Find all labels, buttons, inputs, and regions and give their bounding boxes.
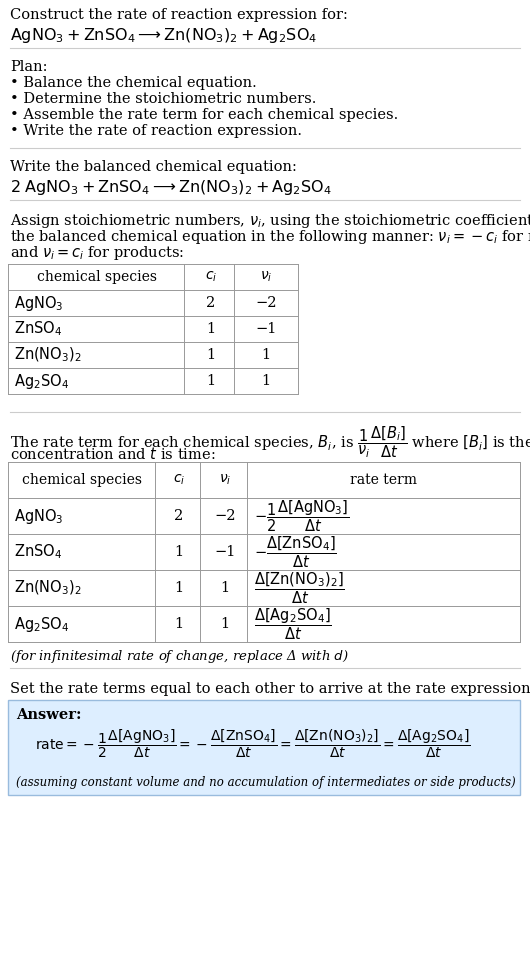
- Text: $\mathrm{Ag_2SO_4}$: $\mathrm{Ag_2SO_4}$: [14, 614, 69, 633]
- Text: Set the rate terms equal to each other to arrive at the rate expression:: Set the rate terms equal to each other t…: [10, 682, 530, 696]
- Text: $\mathrm{2\;AgNO_3 + ZnSO_4 \longrightarrow Zn(NO_3)_2 + Ag_2SO_4}$: $\mathrm{2\;AgNO_3 + ZnSO_4 \longrightar…: [10, 178, 332, 197]
- Text: 1: 1: [174, 545, 183, 559]
- Text: Plan:: Plan:: [10, 60, 48, 74]
- Text: The rate term for each chemical species, $B_i$, is $\dfrac{1}{\nu_i}\dfrac{\Delt: The rate term for each chemical species,…: [10, 424, 530, 460]
- Text: 1: 1: [174, 581, 183, 595]
- Text: • Assemble the rate term for each chemical species.: • Assemble the rate term for each chemic…: [10, 108, 398, 122]
- Text: Assign stoichiometric numbers, $\nu_i$, using the stoichiometric coefficients, $: Assign stoichiometric numbers, $\nu_i$, …: [10, 212, 530, 230]
- Text: Write the balanced chemical equation:: Write the balanced chemical equation:: [10, 160, 297, 174]
- Text: 1: 1: [207, 322, 216, 336]
- Text: $\dfrac{\Delta[\mathrm{Zn(NO_3)_2}]}{\Delta t}$: $\dfrac{\Delta[\mathrm{Zn(NO_3)_2}]}{\De…: [254, 570, 345, 606]
- Text: $\mathrm{AgNO_3 + ZnSO_4 \longrightarrow Zn(NO_3)_2 + Ag_2SO_4}$: $\mathrm{AgNO_3 + ZnSO_4 \longrightarrow…: [10, 26, 317, 45]
- Text: $\mathrm{Ag_2SO_4}$: $\mathrm{Ag_2SO_4}$: [14, 371, 69, 390]
- Text: 1: 1: [174, 617, 183, 631]
- Text: rate term: rate term: [350, 473, 417, 487]
- Text: $\mathrm{ZnSO_4}$: $\mathrm{ZnSO_4}$: [14, 543, 62, 562]
- Text: $\dfrac{\Delta[\mathrm{Ag_2SO_4}]}{\Delta t}$: $\dfrac{\Delta[\mathrm{Ag_2SO_4}]}{\Delt…: [254, 607, 332, 642]
- Text: −2: −2: [214, 509, 236, 523]
- Text: • Determine the stoichiometric numbers.: • Determine the stoichiometric numbers.: [10, 92, 316, 106]
- Text: 1: 1: [207, 348, 216, 362]
- Text: the balanced chemical equation in the following manner: $\nu_i = -c_i$ for react: the balanced chemical equation in the fo…: [10, 228, 530, 246]
- Text: Construct the rate of reaction expression for:: Construct the rate of reaction expressio…: [10, 8, 348, 22]
- Text: 1: 1: [220, 581, 229, 595]
- Text: $c_i$: $c_i$: [173, 472, 185, 487]
- Text: $c_i$: $c_i$: [205, 270, 217, 284]
- Text: chemical species: chemical species: [22, 473, 143, 487]
- Text: $\nu_i$: $\nu_i$: [219, 472, 231, 487]
- Text: 1: 1: [207, 374, 216, 388]
- Text: 2: 2: [206, 296, 216, 310]
- Text: $\nu_i$: $\nu_i$: [260, 270, 272, 284]
- Text: 2: 2: [174, 509, 183, 523]
- Text: and $\nu_i = c_i$ for products:: and $\nu_i = c_i$ for products:: [10, 244, 184, 262]
- Text: • Write the rate of reaction expression.: • Write the rate of reaction expression.: [10, 124, 302, 138]
- FancyBboxPatch shape: [8, 700, 520, 795]
- Text: $\mathrm{ZnSO_4}$: $\mathrm{ZnSO_4}$: [14, 319, 62, 338]
- Text: $\mathrm{AgNO_3}$: $\mathrm{AgNO_3}$: [14, 293, 64, 313]
- Text: 1: 1: [261, 348, 270, 362]
- Text: $\mathrm{rate} = -\dfrac{1}{2}\dfrac{\Delta[\mathrm{AgNO_3}]}{\Delta t} = -\dfra: $\mathrm{rate} = -\dfrac{1}{2}\dfrac{\De…: [35, 728, 471, 760]
- Text: (for infinitesimal rate of change, replace Δ with $d$): (for infinitesimal rate of change, repla…: [10, 648, 349, 665]
- Text: −2: −2: [255, 296, 277, 310]
- Text: • Balance the chemical equation.: • Balance the chemical equation.: [10, 76, 257, 90]
- Text: chemical species: chemical species: [37, 270, 157, 284]
- Text: $\mathrm{AgNO_3}$: $\mathrm{AgNO_3}$: [14, 507, 64, 525]
- Text: $-\dfrac{1}{2}\dfrac{\Delta[\mathrm{AgNO_3}]}{\Delta t}$: $-\dfrac{1}{2}\dfrac{\Delta[\mathrm{AgNO…: [254, 498, 350, 534]
- Text: Answer:: Answer:: [16, 708, 82, 722]
- Text: (assuming constant volume and no accumulation of intermediates or side products): (assuming constant volume and no accumul…: [16, 776, 516, 789]
- Text: −1: −1: [214, 545, 236, 559]
- Text: 1: 1: [220, 617, 229, 631]
- Text: −1: −1: [255, 322, 277, 336]
- Text: 1: 1: [261, 374, 270, 388]
- Text: $-\dfrac{\Delta[\mathrm{ZnSO_4}]}{\Delta t}$: $-\dfrac{\Delta[\mathrm{ZnSO_4}]}{\Delta…: [254, 534, 337, 569]
- Text: $\mathrm{Zn(NO_3)_2}$: $\mathrm{Zn(NO_3)_2}$: [14, 346, 82, 365]
- Text: $\mathrm{Zn(NO_3)_2}$: $\mathrm{Zn(NO_3)_2}$: [14, 579, 82, 597]
- Text: concentration and $t$ is time:: concentration and $t$ is time:: [10, 446, 216, 462]
